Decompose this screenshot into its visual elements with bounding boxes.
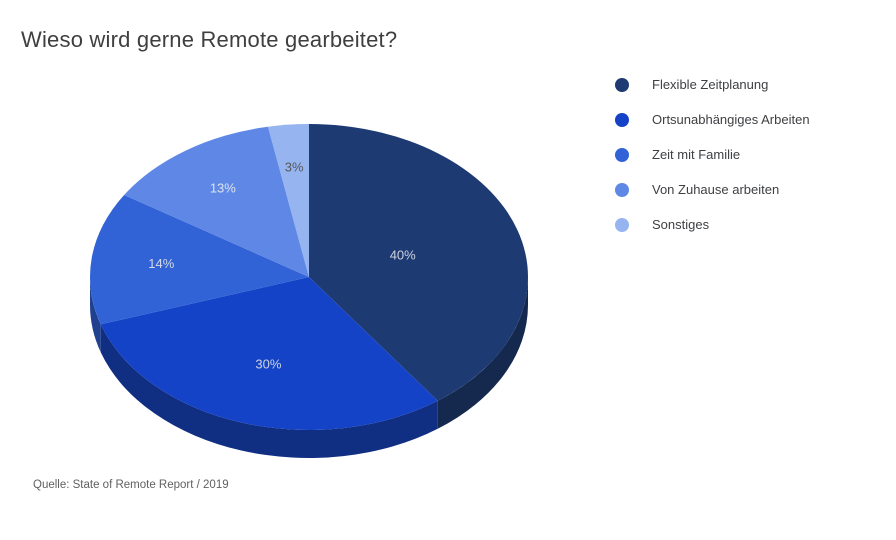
legend-label: Flexible Zeitplanung xyxy=(652,77,769,92)
legend-item-0[interactable]: Flexible Zeitplanung xyxy=(615,77,810,92)
pie-slice-0[interactable] xyxy=(309,124,528,401)
legend-item-3[interactable]: Von Zuhause arbeiten xyxy=(615,182,810,197)
source-note: Quelle: State of Remote Report / 2019 xyxy=(33,479,229,491)
legend: Flexible Zeitplanung Ortsunabhängiges Arb… xyxy=(615,77,810,252)
pie-chart: 40%30%14%13%3% xyxy=(89,124,528,458)
legend-item-4[interactable]: Sonstiges xyxy=(615,217,810,232)
pie-slice-2[interactable] xyxy=(89,195,309,325)
pie-slice-side-0 xyxy=(437,277,528,429)
pie-slice-side-1 xyxy=(100,324,438,458)
pie-slice-1[interactable] xyxy=(100,277,438,430)
legend-swatch-icon xyxy=(615,182,629,197)
legend-swatch-icon xyxy=(615,147,629,162)
legend-swatch-icon xyxy=(615,112,629,127)
legend-label: Zeit mit Familie xyxy=(652,147,741,162)
legend-swatch-icon xyxy=(615,77,629,92)
chart-title: Wieso wird gerne Remote gearbeitet? xyxy=(21,27,398,52)
pie-slice-4[interactable] xyxy=(267,124,309,277)
legend-label: Von Zuhause arbeiten xyxy=(652,182,780,197)
legend-item-1[interactable]: Ortsunabhängiges Arbeiten xyxy=(615,112,810,127)
pie-slice-3[interactable] xyxy=(124,126,309,277)
legend-label: Ortsunabhängiges Arbeiten xyxy=(652,112,810,127)
legend-swatch-icon xyxy=(615,217,629,232)
legend-item-2[interactable]: Zeit mit Familie xyxy=(615,147,810,162)
pie-slice-side-2 xyxy=(90,277,101,353)
legend-label: Sonstiges xyxy=(652,217,710,232)
